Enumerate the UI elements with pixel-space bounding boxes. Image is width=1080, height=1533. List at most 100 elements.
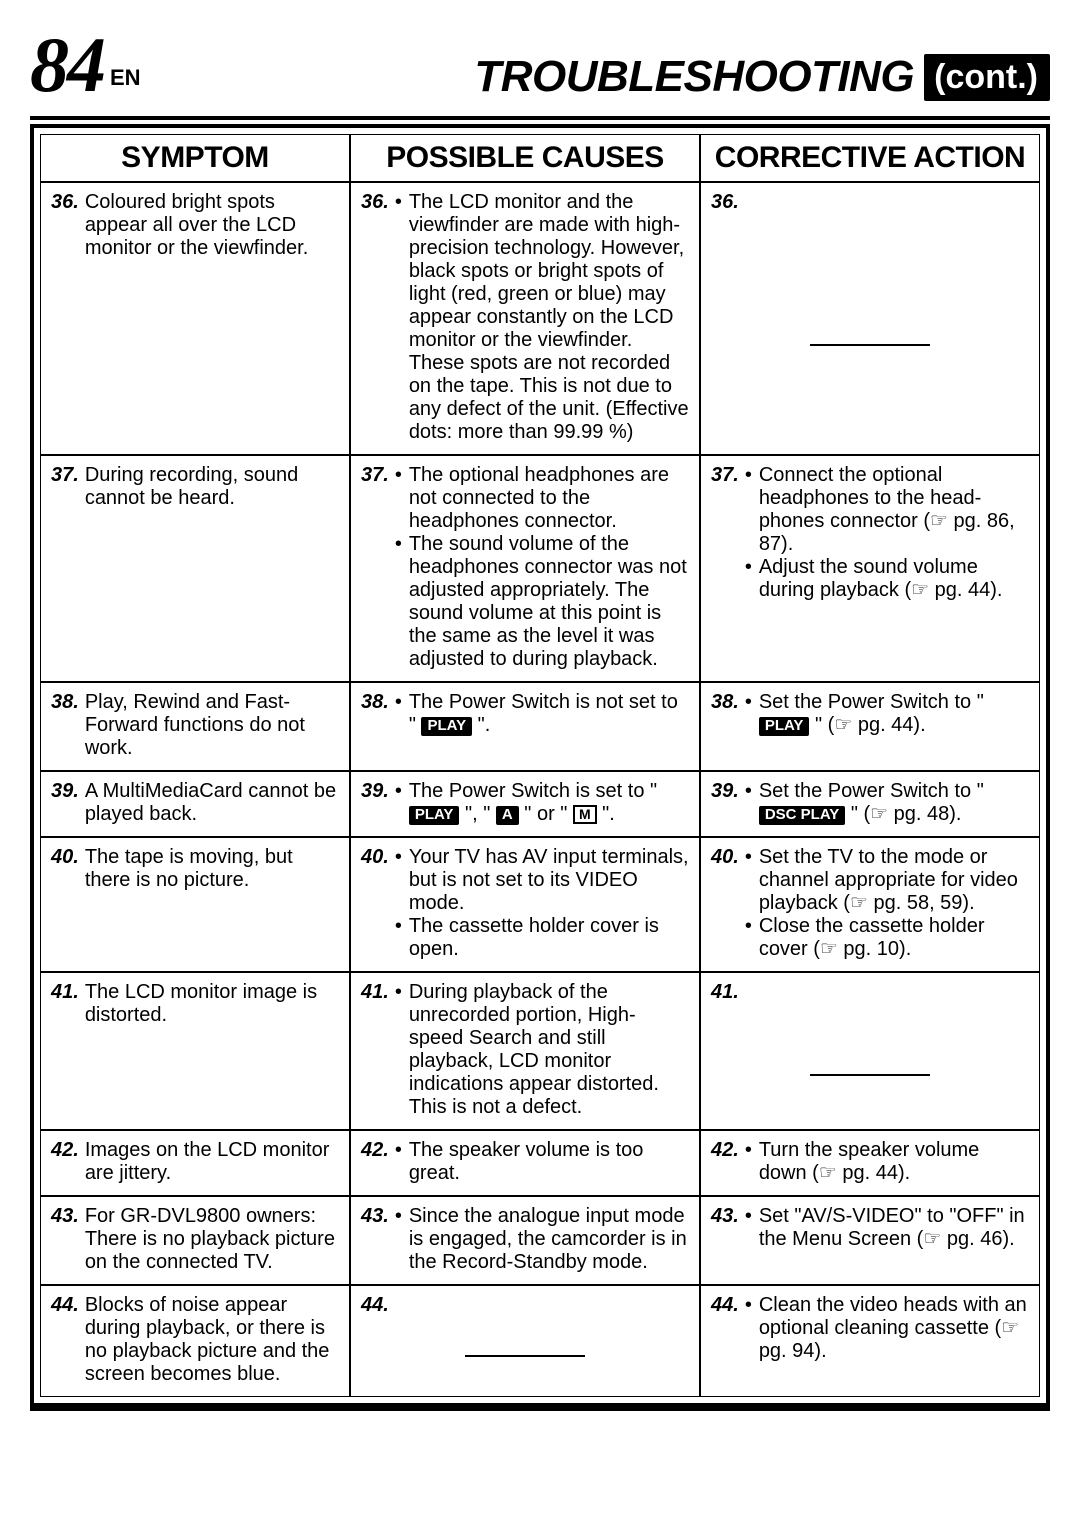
item-number: 36.	[711, 191, 739, 213]
item-number: 38.	[51, 691, 79, 713]
symptom-cell: 43. For GR-DVL9800 owners: There is no p…	[40, 1196, 350, 1285]
symptom-text: The tape is moving, but there is no pict…	[85, 846, 293, 891]
item-number: 43.	[711, 1205, 739, 1227]
cause-text: Your TV has AV input terminals, but is n…	[409, 846, 689, 915]
action-cell: 37. •Connect the optional headphones to …	[700, 455, 1040, 682]
no-action-dash	[810, 344, 930, 346]
page-header: 84 EN TROUBLESHOOTING (cont.)	[30, 20, 1050, 110]
action-text: Set "AV/S-VIDEO" to "OFF" in the Menu Sc…	[759, 1205, 1029, 1251]
cause-cell: 36. •The LCD monitor and the viewfinder …	[350, 182, 700, 455]
symptom-text: Blocks of noise appear during playback, …	[85, 1294, 330, 1385]
table-row: 38. Play, Rewind and Fast-Forward functi…	[40, 682, 1040, 771]
cause-cell: 43. •Since the analogue input mode is en…	[350, 1196, 700, 1285]
item-number: 39.	[361, 780, 389, 802]
table-frame: SYMPTOM POSSIBLE CAUSES CORRECTIVE ACTIO…	[30, 124, 1050, 1411]
cause-text: The sound volume of the headphones conne…	[409, 533, 689, 671]
page-lang: EN	[110, 65, 141, 91]
table-row: 43. For GR-DVL9800 owners: There is no p…	[40, 1196, 1040, 1285]
table-row: 41. The LCD monitor image is distorted. …	[40, 972, 1040, 1130]
col-header-action: CORRECTIVE ACTION	[700, 134, 1040, 182]
cause-cell: 37. •The optional headphones are not con…	[350, 455, 700, 682]
table-row: 39. A MultiMediaCard cannot be played ba…	[40, 771, 1040, 837]
no-action-dash	[810, 1074, 930, 1076]
action-text: Connect the optional headphones to the h…	[759, 464, 1029, 556]
symptom-cell: 39. A MultiMediaCard cannot be played ba…	[40, 771, 350, 837]
symptom-text: The LCD monitor image is distorted.	[85, 981, 317, 1026]
pointer-icon: ☞	[1001, 1317, 1019, 1339]
col-header-symptom: SYMPTOM	[40, 134, 350, 182]
item-number: 42.	[361, 1139, 389, 1161]
action-text: Set the Power Switch to " PLAY " (☞ pg. …	[759, 691, 1029, 737]
table-row: 36. Coloured bright spots appear all ove…	[40, 182, 1040, 455]
item-number: 37.	[361, 464, 389, 486]
action-text: Set the Power Switch to " DSC PLAY " (☞ …	[759, 780, 1029, 826]
m-badge: M	[573, 805, 597, 824]
symptom-text: Coloured bright spots appear all over th…	[85, 191, 308, 259]
header-rule	[30, 116, 1050, 120]
cause-text: Since the analogue input mode is engaged…	[409, 1205, 689, 1274]
cause-cell: 44.	[350, 1285, 700, 1397]
item-number: 36.	[361, 191, 389, 213]
cause-text: The LCD monitor and the viewfinder are m…	[409, 191, 689, 444]
item-number: 36.	[51, 191, 79, 213]
action-cell: 41.	[700, 972, 1040, 1130]
symptom-text: During recording, sound cannot be heard.	[85, 464, 298, 509]
item-number: 44.	[711, 1294, 739, 1316]
item-number: 42.	[711, 1139, 739, 1161]
pointer-icon: ☞	[911, 579, 929, 601]
cause-text: The cassette holder cover is open.	[409, 915, 689, 961]
cause-cell: 38. •The Power Switch is not set to " PL…	[350, 682, 700, 771]
symptom-cell: 37. During recording, sound cannot be he…	[40, 455, 350, 682]
action-cell: 36.	[700, 182, 1040, 455]
item-number: 43.	[51, 1205, 79, 1227]
symptom-cell: 42. Images on the LCD monitor are jitter…	[40, 1130, 350, 1196]
a-badge: A	[496, 806, 519, 825]
item-number: 43.	[361, 1205, 389, 1227]
page-title: TROUBLESHOOTING	[474, 52, 914, 102]
pointer-icon: ☞	[819, 1162, 837, 1184]
pointer-icon: ☞	[820, 938, 838, 960]
table-row: 44. Blocks of noise appear during playba…	[40, 1285, 1040, 1397]
action-cell: 42. •Turn the speaker volume down (☞ pg.…	[700, 1130, 1040, 1196]
item-number: 39.	[51, 780, 79, 802]
page-number: 84	[30, 20, 104, 110]
page-title-cont: (cont.)	[924, 54, 1050, 101]
troubleshooting-table: SYMPTOM POSSIBLE CAUSES CORRECTIVE ACTIO…	[40, 134, 1040, 1397]
item-number: 38.	[361, 691, 389, 713]
play-badge: PLAY	[759, 717, 810, 736]
action-cell: 43. •Set "AV/S-VIDEO" to "OFF" in the Me…	[700, 1196, 1040, 1285]
action-text: Adjust the sound volume during playback …	[759, 556, 1029, 602]
cause-cell: 42. •The speaker volume is too great.	[350, 1130, 700, 1196]
item-number: 40.	[51, 846, 79, 868]
action-text: Set the TV to the mode or channel approp…	[759, 846, 1029, 915]
symptom-text: Play, Rewind and Fast-Forward functions …	[85, 691, 305, 759]
item-number: 41.	[51, 981, 79, 1003]
table-row: 37. During recording, sound cannot be he…	[40, 455, 1040, 682]
cause-cell: 39. •The Power Switch is set to " PLAY "…	[350, 771, 700, 837]
symptom-text: For GR-DVL9800 owners: There is no playb…	[85, 1205, 335, 1273]
symptom-cell: 41. The LCD monitor image is distorted.	[40, 972, 350, 1130]
symptom-cell: 40. The tape is moving, but there is no …	[40, 837, 350, 972]
item-number: 41.	[711, 981, 739, 1003]
cause-text: The speaker volume is too great.	[409, 1139, 689, 1185]
col-header-causes: POSSIBLE CAUSES	[350, 134, 700, 182]
item-number: 39.	[711, 780, 739, 802]
action-cell: 40. •Set the TV to the mode or channel a…	[700, 837, 1040, 972]
item-number: 44.	[51, 1294, 79, 1316]
item-number: 44.	[361, 1294, 389, 1316]
symptom-cell: 38. Play, Rewind and Fast-Forward functi…	[40, 682, 350, 771]
pointer-icon: ☞	[850, 892, 868, 914]
symptom-text: Images on the LCD monitor are jittery.	[85, 1139, 330, 1184]
action-cell: 39. •Set the Power Switch to " DSC PLAY …	[700, 771, 1040, 837]
page-title-block: TROUBLESHOOTING (cont.)	[474, 52, 1050, 102]
pointer-icon: ☞	[930, 510, 948, 532]
page-number-block: 84 EN	[30, 20, 141, 110]
action-text: Turn the speaker volume down (☞ pg. 44).	[759, 1139, 1029, 1185]
action-text: Clean the video heads with an optional c…	[759, 1294, 1029, 1363]
cause-text: During playback of the unrecorded portio…	[409, 981, 689, 1119]
item-number: 38.	[711, 691, 739, 713]
symptom-cell: 44. Blocks of noise appear during playba…	[40, 1285, 350, 1397]
pointer-icon: ☞	[834, 714, 852, 736]
play-badge: PLAY	[409, 806, 460, 825]
dscplay-badge: DSC PLAY	[759, 806, 845, 825]
